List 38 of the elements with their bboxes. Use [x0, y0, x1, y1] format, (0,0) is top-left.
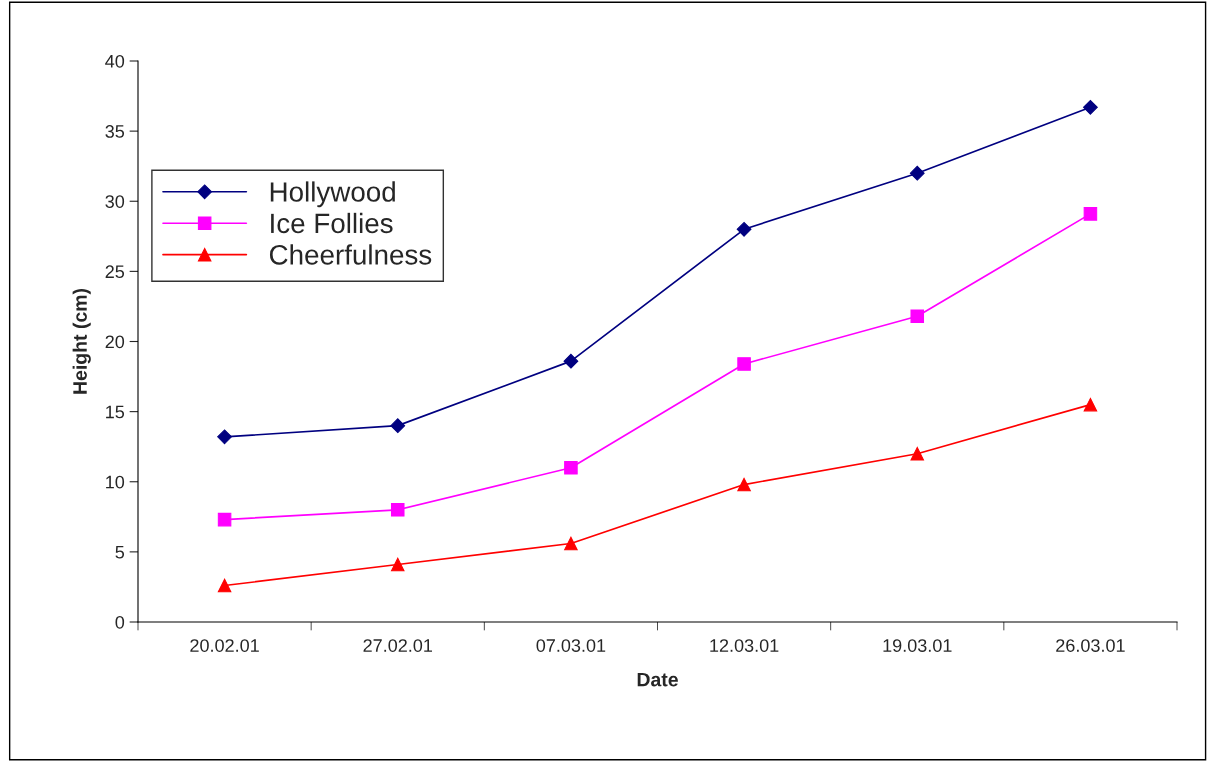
point [737, 357, 751, 371]
x-tick-label: 19.03.01 [883, 639, 952, 652]
point [737, 477, 751, 492]
point [1083, 397, 1098, 412]
y-tick-label: 40 [105, 54, 125, 68]
point [217, 429, 232, 445]
x-tick-label: 07.03.01 [536, 639, 606, 652]
x-tick-label: 26.03.01 [1056, 639, 1125, 652]
point [910, 446, 925, 461]
point [390, 503, 405, 517]
point [563, 353, 579, 369]
point [390, 418, 406, 434]
x-tick-label: 27.02.01 [363, 639, 433, 652]
point [564, 536, 578, 551]
point [217, 578, 232, 593]
y-tick-label: 35 [105, 125, 125, 138]
y-tick-label: 15 [106, 405, 125, 419]
point [1083, 99, 1098, 115]
y-axis-title: Height (cm) [72, 288, 91, 394]
point [217, 512, 232, 527]
x-tick-label: 12.03.01 [710, 639, 779, 652]
point [390, 557, 405, 572]
legend-label: Ice Follies [271, 212, 393, 234]
point [736, 221, 752, 237]
y-tick-label: 0 [115, 615, 125, 629]
point [909, 165, 925, 181]
y-tick-label: 10 [106, 475, 125, 489]
x-tick-label: 20.02.01 [190, 639, 259, 652]
x-axis-title: Date [637, 672, 678, 687]
legend-label: Cheerfulness [269, 244, 432, 265]
legend-label: Hollywood [270, 181, 395, 208]
point [564, 460, 578, 475]
y-tick-label: 20 [105, 335, 125, 349]
y-tick-label: 5 [115, 546, 125, 559]
y-tick-label: 25 [105, 265, 125, 279]
y-tick-label: 30 [105, 195, 125, 208]
point [910, 309, 925, 324]
point [1083, 207, 1098, 221]
